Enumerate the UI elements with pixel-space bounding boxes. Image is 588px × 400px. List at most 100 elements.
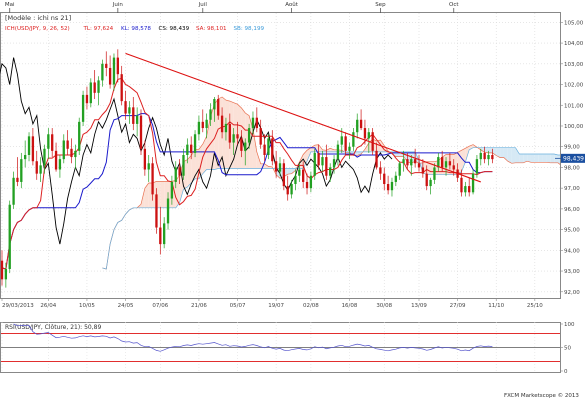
candle-body (421, 167, 425, 174)
rsi-line (13, 323, 493, 352)
cloud-segment (210, 104, 215, 170)
candle-body (460, 177, 463, 193)
candle-body (43, 148, 46, 166)
x-tick-label: 02/08 (303, 303, 319, 309)
candle-body (417, 163, 421, 168)
candle-body (58, 159, 62, 170)
x-tick-label: 07/06 (152, 303, 168, 309)
kijun-sen (1, 113, 493, 270)
cloud-segment (191, 149, 196, 183)
candle-body (394, 175, 397, 182)
right-axis-bg (561, 0, 588, 400)
candle-body (190, 144, 193, 153)
candle-body (294, 175, 297, 185)
legend-item: CS: 98,439 (158, 26, 189, 32)
candle-body (174, 167, 177, 182)
candle-body (47, 134, 50, 149)
cloud-segment (202, 136, 207, 174)
candle-body (120, 74, 123, 102)
candle-body (375, 150, 378, 168)
cloud-segment (449, 154, 454, 175)
x-tick-label: 13/09 (411, 303, 427, 309)
candle-body (228, 123, 231, 143)
candle-body (468, 186, 471, 193)
candle-body (178, 167, 181, 176)
rsi-y-axis: 0 50 100 (560, 322, 575, 375)
candle-body (62, 140, 65, 160)
candle-body (491, 155, 494, 160)
y-axis: 92,00 93,00 94,00 95,00 96,00 97,00 98,00 99,00… (555, 20, 584, 296)
cloud-segment (364, 143, 369, 152)
cloud-segment (500, 147, 504, 158)
y-tick-label: 95,00 (564, 228, 580, 234)
candle-body (444, 161, 448, 168)
cloud-segment (530, 153, 535, 163)
candle-body (39, 165, 42, 174)
candle-body (406, 159, 409, 166)
candle-body (413, 159, 417, 164)
candle-body (128, 107, 131, 114)
candle-body (352, 132, 355, 147)
candle-body (101, 63, 104, 81)
candle-body (201, 121, 204, 129)
candle-body (124, 101, 127, 114)
y-tick-label: 94,00 (564, 248, 580, 254)
candle-body (344, 136, 347, 151)
candle-body (329, 167, 332, 176)
candle-body (247, 128, 251, 143)
candle-body (54, 150, 58, 170)
cloud-segment (527, 153, 531, 163)
x-tick-label: 10/05 (79, 303, 95, 309)
candle-body (132, 107, 135, 124)
candle-body (251, 117, 255, 129)
candle-body (402, 159, 405, 164)
x-tick-label: 25/10 (527, 303, 543, 309)
x-tick-label: 27/09 (450, 303, 466, 309)
legend-item: ICH(USD/JPY, 9, 26, 52) (5, 26, 70, 32)
indicator-lines (0, 57, 493, 270)
legend-item: TL: 97,624 (82, 26, 113, 32)
x-tick-label: 11/10 (488, 303, 504, 309)
candle-body (487, 155, 490, 160)
cloud-segment (484, 147, 489, 153)
candle-body (379, 167, 382, 174)
candles (0, 49, 494, 288)
candle-body (166, 198, 170, 224)
candle-body (305, 181, 309, 189)
x-tick-label: 24/05 (118, 303, 134, 309)
candle-body (147, 163, 150, 170)
cloud-segment (538, 153, 543, 163)
candle-body (8, 204, 11, 269)
cloud-segment (160, 181, 165, 208)
candle-body (74, 150, 77, 158)
candle-body (163, 223, 166, 245)
candle-body (213, 99, 216, 110)
month-label: Sep (375, 2, 386, 8)
month-labels: Mai Juin Juil Août Sep Oct (5, 1, 459, 13)
legend: ICH(USD/JPY, 9, 26, 52) TL: 97,624 KL: 98,… (5, 26, 265, 32)
candle-body (35, 161, 38, 174)
y-tick-label: 105,00 (564, 20, 584, 26)
y-tick-label: 92,00 (564, 290, 580, 296)
candle-body (282, 163, 286, 187)
main-pane (0, 12, 561, 299)
month-label: Oct (449, 2, 459, 8)
cloud-segment (144, 182, 149, 208)
model-label: [Modèle : ichi ns 21] (5, 14, 71, 22)
candle-body (356, 119, 359, 133)
candle-body (340, 136, 343, 145)
cloud-segment (488, 147, 493, 153)
candle-body (255, 117, 258, 129)
cloud-segment (480, 147, 485, 153)
candle-body (186, 144, 189, 155)
candle-body (321, 157, 324, 166)
candle-body (108, 67, 112, 85)
candle-body (31, 136, 35, 162)
candle-body (483, 152, 486, 160)
candle-body (116, 57, 119, 75)
candle-body (155, 194, 158, 228)
rsi-y-tick-label: 50 (564, 346, 571, 352)
legend-item: KL: 98,578 (121, 26, 151, 32)
cloud-segment (542, 153, 547, 163)
